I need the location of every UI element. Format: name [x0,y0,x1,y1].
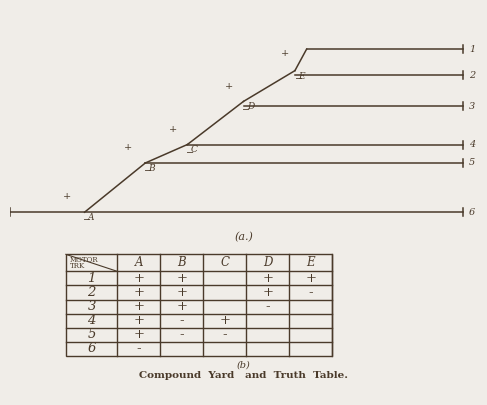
Text: 4: 4 [87,314,96,327]
Text: 4: 4 [469,140,475,149]
Text: -: - [180,314,184,327]
Text: D: D [247,102,254,111]
Text: A: A [88,213,94,222]
Text: −: − [144,167,152,176]
Text: +: + [133,300,144,313]
Text: +: + [305,272,317,285]
Text: 2: 2 [87,286,96,299]
Text: -: - [308,286,313,299]
Text: 3: 3 [469,102,475,111]
Text: +: + [176,286,187,299]
Text: (b): (b) [237,361,250,370]
Text: -: - [223,328,227,341]
Text: -: - [265,300,270,313]
Text: +: + [133,314,144,327]
Text: 6: 6 [87,342,96,355]
Text: +: + [123,143,131,152]
Text: +: + [133,328,144,341]
Text: MOTOR: MOTOR [70,256,98,264]
Text: +: + [225,81,234,91]
Text: +: + [219,314,230,327]
Text: +: + [262,272,273,285]
Text: −: − [83,216,91,225]
Text: E: E [298,72,305,81]
Text: −: − [295,75,303,84]
Text: 5: 5 [87,328,96,341]
Text: B: B [149,164,155,173]
Text: +: + [281,49,289,58]
Text: E: E [306,256,315,269]
Text: C: C [191,145,198,154]
Bar [66,254,332,356]
Text: 1: 1 [469,45,475,53]
Text: (a.): (a.) [234,232,253,243]
Text: 6: 6 [469,208,475,217]
Text: +: + [176,300,187,313]
Text: D: D [263,256,273,269]
Text: −: − [242,106,250,115]
Text: +: + [133,272,144,285]
Text: +: + [133,286,144,299]
Text: +: + [262,286,273,299]
Text: B: B [177,256,186,269]
Text: 2: 2 [469,71,475,80]
Text: +: + [63,192,71,201]
Text: TRK: TRK [70,262,85,270]
Text: Compound  Yard   and  Truth  Table.: Compound Yard and Truth Table. [139,371,348,380]
Text: +: + [169,125,177,134]
Text: 5: 5 [469,158,475,168]
Text: -: - [180,328,184,341]
Text: 1: 1 [87,272,96,285]
Text: +: + [176,272,187,285]
Text: C: C [220,256,229,269]
Text: A: A [134,256,143,269]
Text: 3: 3 [87,300,96,313]
Text: −: − [186,149,194,158]
Text: -: - [136,342,141,355]
